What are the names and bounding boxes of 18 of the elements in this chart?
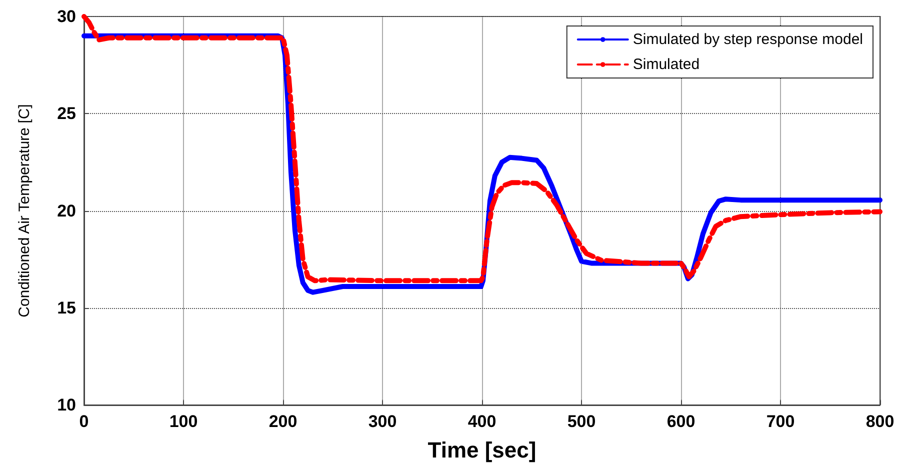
x-tick-label: 700 (766, 412, 795, 431)
y-tick-label: 20 (57, 201, 76, 220)
x-tick-label: 500 (567, 412, 596, 431)
x-tick-label: 200 (268, 412, 298, 431)
legend-label: Simulated by step response model (632, 31, 864, 48)
x-tick-label: 400 (468, 412, 496, 431)
x-tick-label: 100 (169, 412, 198, 431)
x-tick-label: 0 (79, 412, 89, 431)
y-tick-label: 30 (57, 7, 76, 26)
y-tick-label: 25 (57, 104, 76, 124)
x-tick-label: 600 (666, 412, 696, 431)
y-axis-title: Conditioned Air Temperature [C] (16, 104, 33, 318)
x-axis-title: Time [sec] (428, 438, 536, 462)
y-tick-label: 15 (57, 298, 76, 318)
legend-label: Simulated (632, 56, 700, 73)
y-tick-label: 10 (57, 396, 76, 414)
x-tick-label: 800 (866, 412, 894, 431)
x-tick-label: 300 (368, 412, 397, 431)
